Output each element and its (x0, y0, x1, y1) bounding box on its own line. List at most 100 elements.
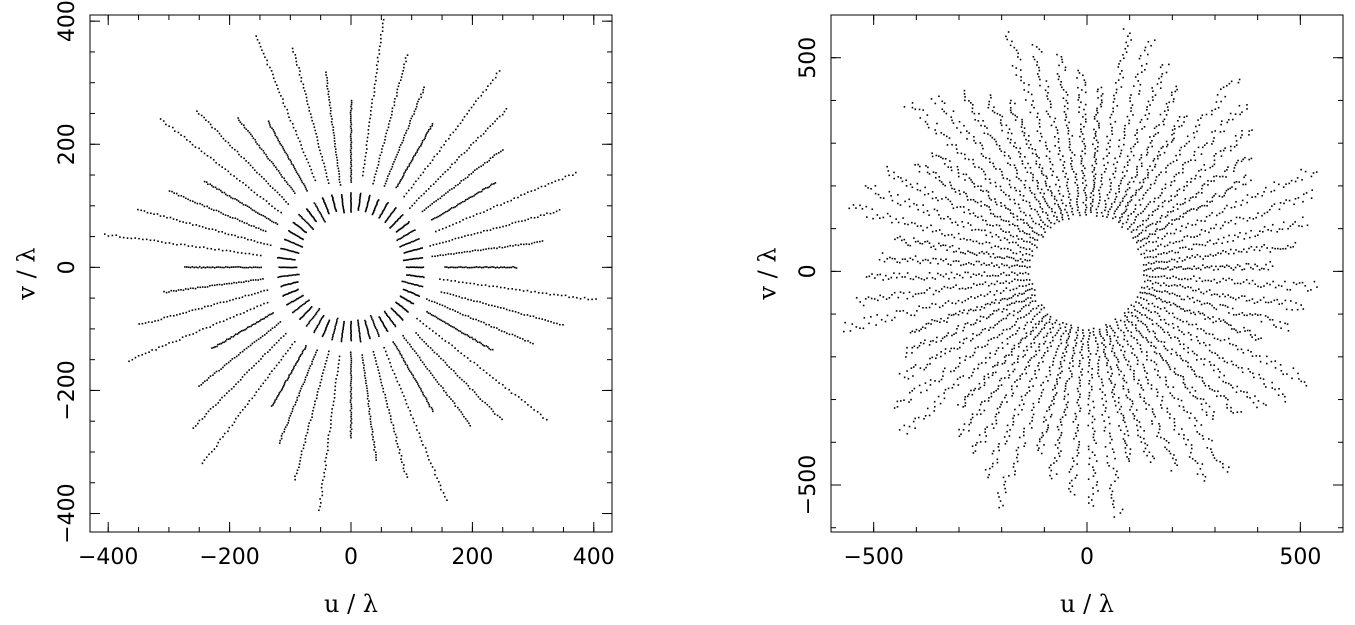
uv-point (1027, 162, 1029, 165)
uv-point (242, 281, 245, 283)
uv-point (409, 301, 412, 303)
uv-point (953, 188, 956, 190)
uv-point (258, 144, 260, 147)
uv-point (530, 406, 533, 408)
uv-point (415, 379, 417, 382)
uv-point (248, 252, 251, 255)
uv-point (981, 250, 983, 253)
uv-point (334, 325, 336, 328)
uv-point (425, 451, 428, 453)
uv-point (277, 395, 279, 397)
uv-point (396, 442, 399, 445)
uv-point (1112, 163, 1115, 166)
uv-point (285, 181, 288, 183)
uv-point (314, 313, 317, 316)
uv-point (287, 258, 290, 260)
uv-point (1224, 170, 1226, 173)
uv-point (349, 426, 352, 428)
uv-point (1171, 219, 1173, 221)
uv-point (287, 203, 290, 205)
uv-point (1225, 251, 1227, 253)
uv-point (1131, 194, 1134, 197)
uv-point (917, 240, 919, 243)
uv-point (137, 208, 139, 211)
uv-point (1025, 200, 1028, 203)
uv-point (231, 217, 234, 219)
uv-point (395, 376, 397, 379)
uv-point (929, 262, 932, 264)
uv-point (1267, 229, 1269, 231)
uv-point (1071, 168, 1074, 170)
uv-point (1169, 162, 1172, 165)
uv-point (235, 417, 237, 420)
uv-point (446, 364, 448, 366)
uv-point (1065, 204, 1067, 207)
uv-point (1012, 252, 1015, 254)
uv-point (418, 146, 421, 148)
uv-point (484, 266, 486, 268)
uv-point (289, 292, 291, 294)
uv-point (489, 125, 492, 127)
uv-point (1093, 115, 1096, 118)
uv-point (207, 183, 209, 186)
uv-point (1130, 39, 1132, 41)
uv-point (1126, 155, 1129, 158)
uv-point (298, 213, 300, 216)
uv-point (482, 132, 485, 135)
uv-point (427, 129, 430, 131)
uv-point (250, 367, 253, 369)
uv-point (212, 266, 214, 268)
uv-point (980, 185, 982, 188)
uv-point (431, 159, 434, 161)
uv-point (1015, 287, 1018, 290)
uv-point (971, 107, 974, 110)
uv-point (324, 363, 327, 365)
uv-point (1199, 175, 1202, 178)
uv-point (1046, 225, 1049, 227)
uv-point (412, 292, 415, 295)
uv-point (219, 438, 221, 441)
uv-point (350, 320, 352, 323)
uv-point (1096, 111, 1099, 114)
uv-point (558, 179, 560, 181)
uv-point (1018, 207, 1021, 209)
uv-point (1147, 146, 1150, 149)
y-tick-label: 0 (796, 264, 821, 278)
uv-point (296, 361, 298, 363)
uv-point (1144, 208, 1146, 210)
uv-point (350, 193, 352, 196)
uv-point (413, 266, 416, 269)
uv-point (1237, 236, 1239, 238)
uv-point (266, 351, 269, 353)
uv-point (1093, 181, 1096, 184)
uv-point (209, 183, 212, 186)
uv-point (350, 103, 353, 106)
uv-point (414, 229, 416, 231)
uv-point (1063, 167, 1066, 169)
uv-point (350, 151, 352, 154)
uv-point (978, 166, 980, 169)
uv-point (943, 110, 945, 113)
uv-point (1009, 234, 1012, 237)
uv-point (473, 300, 475, 302)
uv-point (210, 208, 213, 211)
uv-point (868, 275, 871, 278)
uv-point (1228, 234, 1230, 237)
uv-point (150, 212, 152, 215)
uv-point (1173, 175, 1176, 178)
uv-point (1182, 212, 1185, 215)
uv-point (237, 236, 239, 238)
uv-point (328, 430, 331, 433)
uv-point (267, 157, 269, 160)
uv-point (405, 132, 407, 134)
uv-point (1243, 268, 1246, 270)
uv-point (293, 290, 296, 293)
uv-point (290, 291, 292, 294)
uv-point (925, 306, 928, 309)
uv-point (456, 374, 459, 377)
uv-point (417, 383, 419, 385)
uv-point (1144, 177, 1147, 180)
uv-point (993, 165, 995, 168)
uv-point (1025, 143, 1028, 145)
uv-point (1036, 210, 1039, 213)
